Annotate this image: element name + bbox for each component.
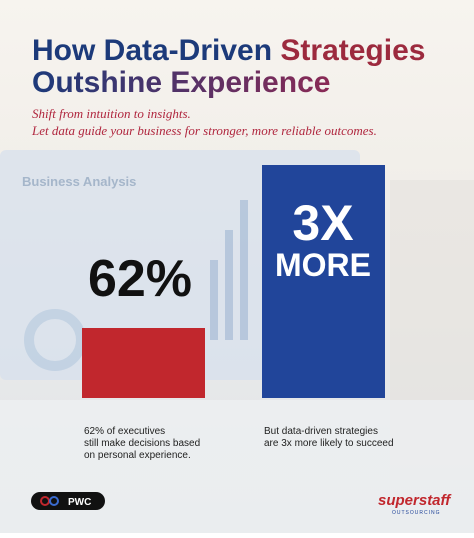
subtitle: Let data guide your business for stronge… — [31, 123, 377, 138]
bg-donut — [24, 309, 86, 371]
stat-bar — [262, 165, 385, 398]
caption: still make decisions based — [84, 438, 200, 449]
caption: on personal experience. — [84, 450, 191, 461]
subtitle: Shift from intuition to insights. — [32, 106, 191, 121]
source-pill — [31, 492, 105, 510]
caption: But data-driven strategies — [264, 426, 378, 437]
source: PWC — [68, 497, 91, 508]
logo: superstaff — [378, 492, 452, 509]
stat-bar — [82, 328, 205, 398]
source-icon — [49, 496, 59, 506]
caption: are 3x more likely to succeed — [264, 438, 394, 449]
caption: 62% of executives — [84, 426, 165, 437]
title-line2: Outshine Experience — [32, 66, 330, 99]
title-part: Strategies — [280, 34, 425, 67]
stat-big: 3X — [292, 195, 353, 251]
title-line1: How Data-Driven Strategies — [32, 34, 425, 67]
bg-bars — [210, 200, 248, 340]
stat-big-sub: MORE — [275, 247, 371, 283]
stat-big: 62% — [88, 250, 192, 308]
title-part: How Data-Driven — [32, 34, 272, 67]
bg-text: Business Analysis — [22, 174, 136, 189]
bg-desk — [0, 400, 474, 533]
logo-tagline: OUTSOURCING — [392, 510, 441, 516]
